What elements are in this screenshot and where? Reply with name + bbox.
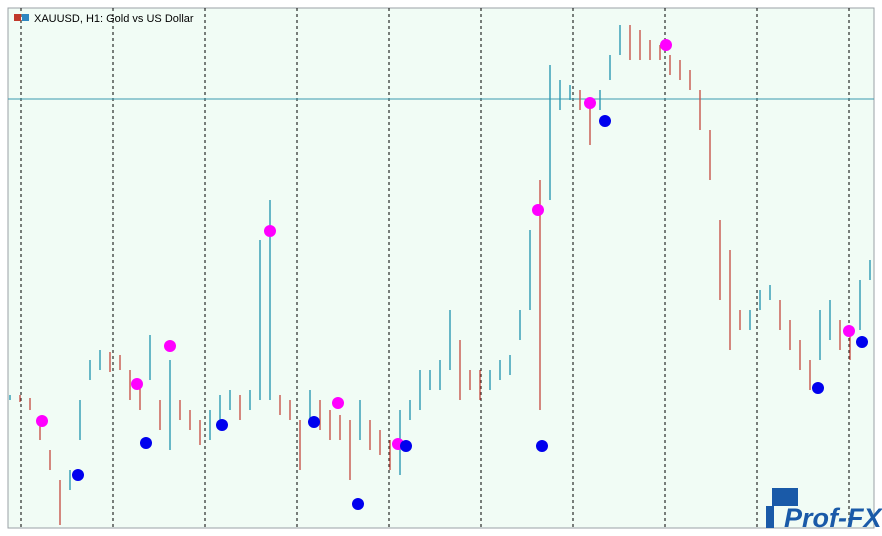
buy-signal [400,440,412,452]
buy-signal [812,382,824,394]
sell-signal [332,397,344,409]
chart-title: XAUUSD, H1: Gold vs US Dollar [34,13,194,25]
watermark: Prof-FX [784,503,882,533]
sell-signal [532,204,544,216]
sell-signal [660,39,672,51]
sell-signal [264,225,276,237]
symbol-icon [14,14,29,21]
sell-signal [36,415,48,427]
buy-signal [308,416,320,428]
sell-signal [584,97,596,109]
buy-signal [72,469,84,481]
buy-signal [140,437,152,449]
buy-signal [216,419,228,431]
sell-signal [164,340,176,352]
marks [8,25,874,525]
buy-signal [599,115,611,127]
separators [20,8,850,528]
buy-signal [536,440,548,452]
buy-signal [856,336,868,348]
buy-signal [352,498,364,510]
plot-area [7,7,875,529]
watermark-logo [766,488,798,528]
sell-signal [843,325,855,337]
sell-signal [131,378,143,390]
